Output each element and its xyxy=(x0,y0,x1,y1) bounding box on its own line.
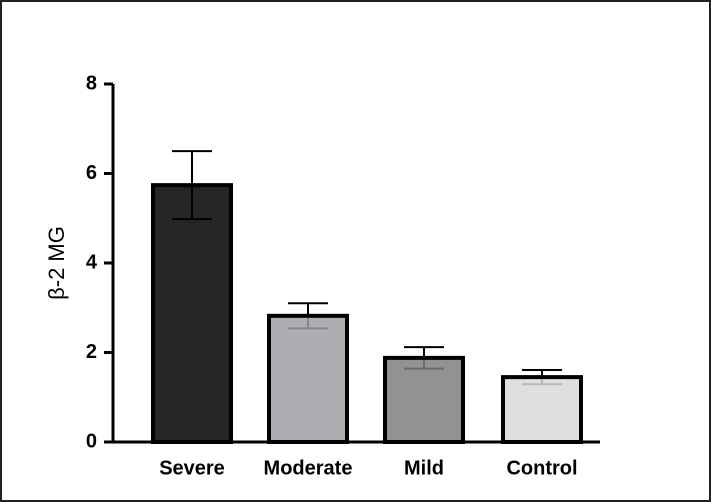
bar xyxy=(501,375,583,444)
y-tick-label: 2 xyxy=(86,341,97,363)
y-tick-label: 0 xyxy=(86,430,97,452)
y-tick-label: 4 xyxy=(86,251,98,273)
bar xyxy=(267,313,349,444)
bar xyxy=(151,183,233,444)
y-axis-label: β-2 MG xyxy=(44,226,69,300)
x-tick-label: Control xyxy=(506,457,577,479)
x-tick-label: Severe xyxy=(159,457,225,479)
x-tick-label: Mild xyxy=(404,457,444,479)
y-tick-label: 8 xyxy=(86,72,97,94)
bar xyxy=(383,355,465,444)
x-tick-label: Moderate xyxy=(264,457,353,479)
y-tick-label: 6 xyxy=(86,162,97,184)
